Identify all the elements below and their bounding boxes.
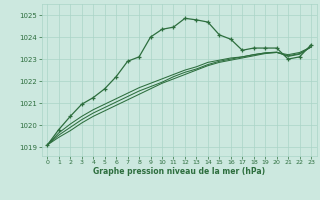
X-axis label: Graphe pression niveau de la mer (hPa): Graphe pression niveau de la mer (hPa) bbox=[93, 167, 265, 176]
